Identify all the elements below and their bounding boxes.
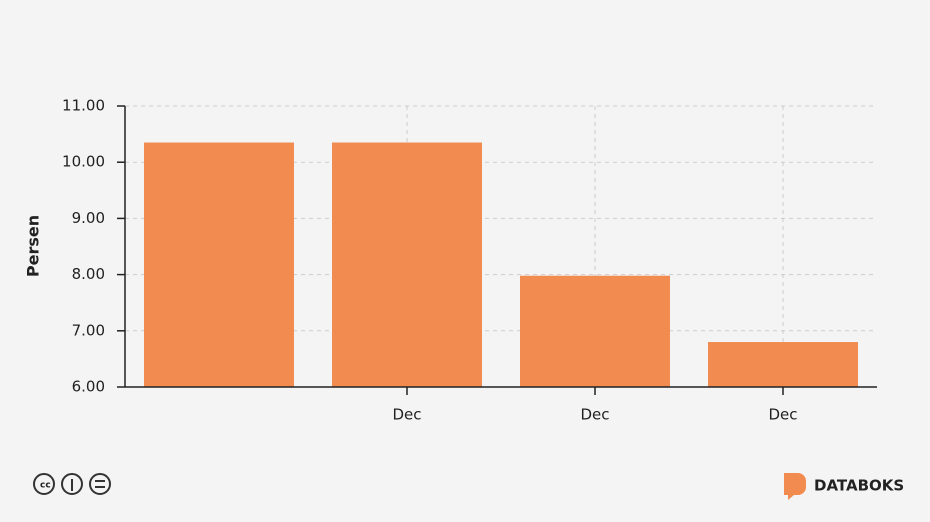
y-axis-label: Persen bbox=[24, 215, 43, 277]
y-tick-label: 7.00 bbox=[72, 321, 105, 339]
x-tick-label: Dec bbox=[392, 406, 421, 424]
x-tick-label: Dec bbox=[768, 406, 797, 424]
brand-name: DATABOKS bbox=[814, 477, 904, 495]
license-icons bbox=[33, 473, 111, 495]
y-tick-label: 6.00 bbox=[72, 378, 105, 396]
bar bbox=[520, 275, 670, 387]
x-tick-label: Dec bbox=[580, 406, 609, 424]
bar bbox=[708, 342, 858, 387]
bar bbox=[332, 142, 482, 387]
brand-logo bbox=[784, 473, 806, 500]
y-tick-label: 9.00 bbox=[72, 209, 105, 227]
y-tick-label: 11.00 bbox=[62, 97, 105, 115]
cc-glyph: cc bbox=[40, 481, 51, 491]
bar bbox=[144, 142, 294, 387]
y-tick-label: 10.00 bbox=[62, 153, 105, 171]
y-tick-label: 8.00 bbox=[72, 265, 105, 283]
